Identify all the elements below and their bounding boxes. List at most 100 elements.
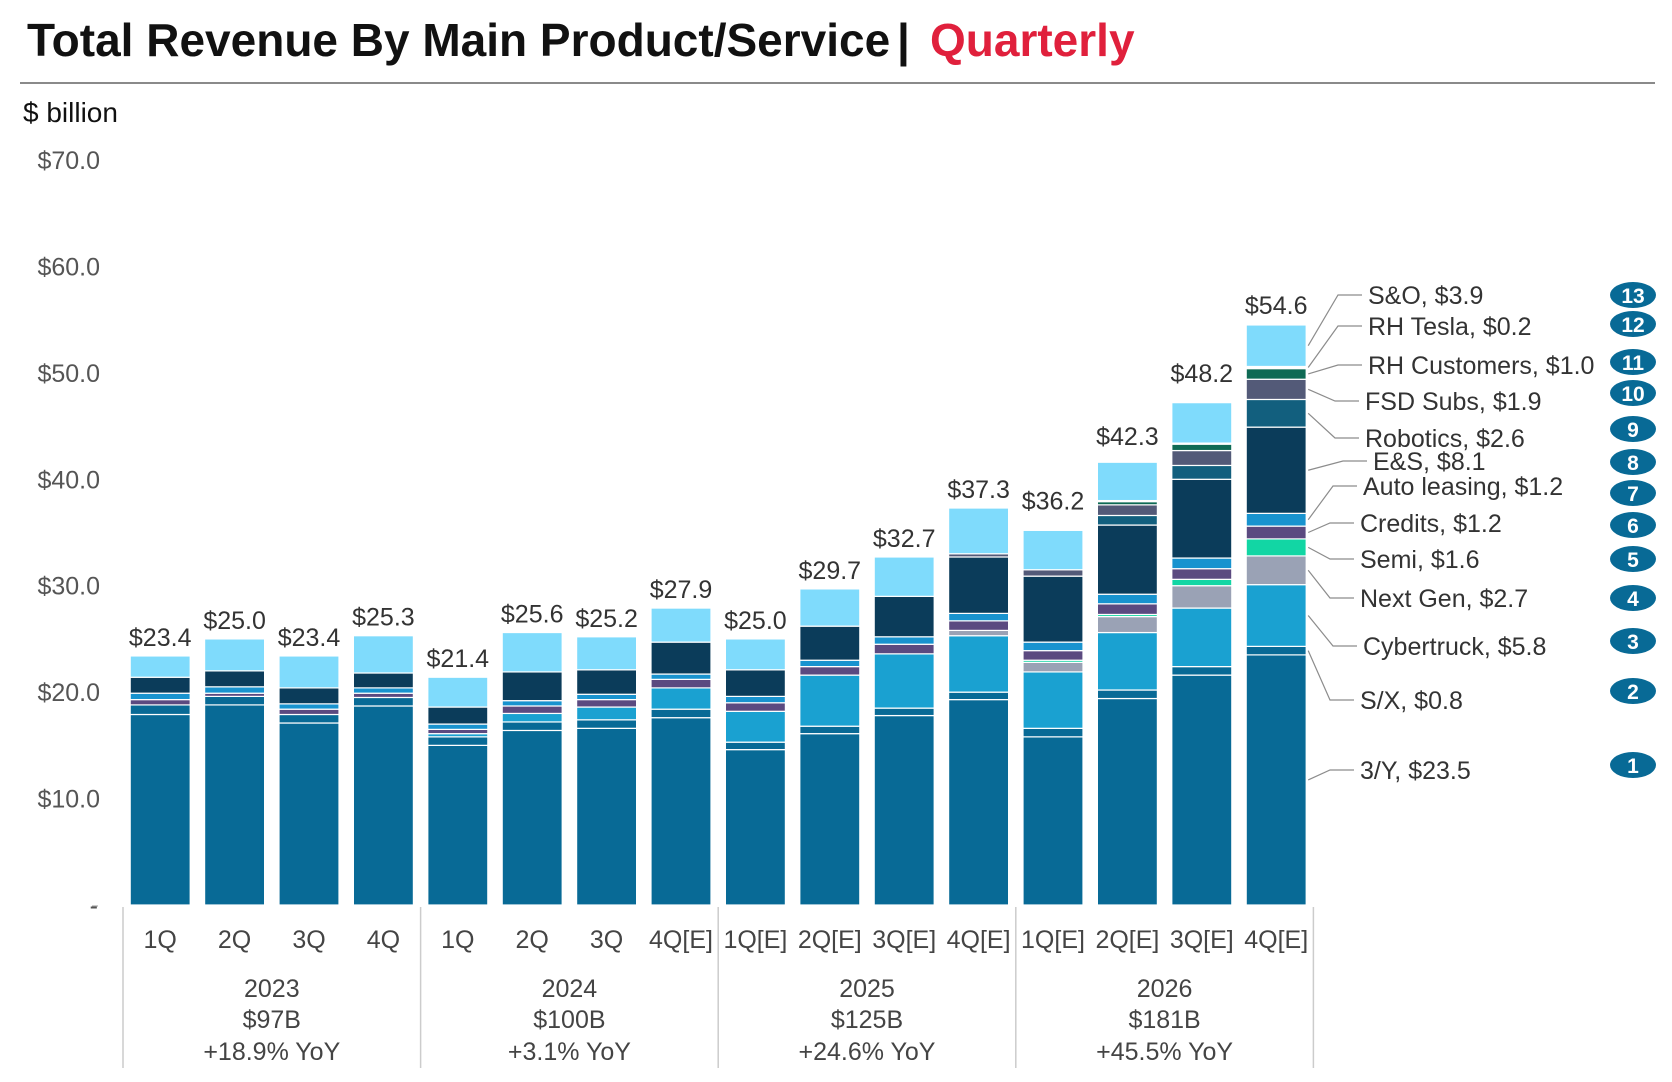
y-tick-label: $30.0 — [37, 573, 100, 601]
bar-segment-8 — [352, 672, 414, 689]
legend-badge — [1610, 416, 1656, 442]
bar-segment-3 — [501, 712, 563, 723]
bar-segment-8 — [799, 625, 861, 661]
legend-badge-number: 7 — [1627, 483, 1639, 506]
bar-segment-13 — [278, 655, 340, 689]
legend-badge — [1610, 282, 1656, 308]
legend-badge — [1610, 752, 1656, 778]
legend-badge — [1610, 311, 1656, 337]
legend-label: E&S, $8.1 — [1373, 448, 1486, 476]
legend: 3/Y, $23.5 1 S/X, $0.8 2 Cybertruck, $5.8 3 Ne… — [1307, 282, 1656, 785]
bar-segment-3 — [799, 674, 861, 727]
chart-title-main: Total Revenue By Main Product/Service — [27, 14, 890, 66]
bar-segment-3 — [873, 653, 935, 709]
group-total-label: $125B — [831, 1006, 903, 1034]
legend-leader-line — [1307, 294, 1362, 347]
legend-label: Robotics, $2.6 — [1365, 425, 1525, 453]
bar-segment-2 — [427, 736, 489, 746]
bar-segment-5 — [1245, 538, 1307, 557]
bar-segment-4 — [1022, 661, 1084, 673]
bar-segment-6 — [1096, 603, 1159, 616]
bar-total-label: $37.3 — [947, 476, 1010, 504]
x-tick-label: 1Q — [441, 926, 474, 954]
legend-leader-line — [1307, 546, 1354, 560]
y-tick-label: $10.0 — [37, 786, 100, 814]
bar-segment-7 — [278, 703, 340, 710]
y-tick-label: $20.0 — [37, 679, 100, 707]
legend-badge — [1610, 628, 1656, 654]
x-tick-label: 3Q — [590, 926, 623, 954]
y-tick-label: $70.0 — [37, 147, 100, 175]
legend-badge-number: 4 — [1627, 588, 1639, 611]
bar-segment-2 — [352, 696, 414, 707]
bar-segment-9 — [1171, 464, 1233, 480]
legend-label: Auto leasing, $1.2 — [1363, 473, 1563, 501]
group-yoy-label: +3.1% YoY — [508, 1038, 631, 1066]
bar-segment-6 — [799, 665, 861, 676]
bar-total-label: $21.4 — [427, 645, 490, 673]
legend-badge-number: 2 — [1627, 681, 1639, 704]
bar-segment-1 — [129, 713, 191, 906]
bar-segment-8 — [427, 706, 489, 725]
legend-label: Next Gen, $2.7 — [1360, 585, 1528, 613]
bar-segment-4 — [1096, 615, 1159, 634]
y-tick-label: $50.0 — [37, 360, 100, 388]
bar-segment-13 — [650, 607, 712, 643]
group-year-label: 2026 — [1137, 975, 1193, 1003]
legend-leader-line — [1307, 615, 1357, 647]
legend-badge-number: 8 — [1627, 452, 1639, 475]
bar-segment-1 — [650, 717, 712, 906]
group-year-label: 2024 — [542, 975, 598, 1003]
bar-segment-5 — [1171, 578, 1233, 587]
bar-segment-9 — [1245, 398, 1307, 428]
x-tick-label: 2Q[E] — [1095, 926, 1159, 954]
y-tick-label: $60.0 — [37, 253, 100, 281]
bar-segment-3 — [947, 635, 1010, 693]
legend-label: RH Customers, $1.0 — [1368, 352, 1594, 380]
legend-label: Cybertruck, $5.8 — [1363, 633, 1546, 661]
x-tick-label: 1Q[E] — [1021, 926, 1085, 954]
bar-segment-6 — [1245, 525, 1307, 540]
bar-segment-7 — [799, 659, 861, 668]
bar-segment-6 — [501, 705, 563, 715]
legend-label: RH Tesla, $0.2 — [1368, 313, 1532, 341]
x-tick-label: 4Q[E] — [947, 926, 1011, 954]
bar-segment-2 — [1171, 665, 1233, 676]
bar-segment-13 — [799, 588, 861, 627]
group-yoy-label: +45.5% YoY — [1096, 1038, 1233, 1066]
bar-segment-9 — [1096, 514, 1159, 526]
legend-badge-number: 10 — [1621, 383, 1644, 406]
bar-segment-8 — [1171, 478, 1233, 559]
legend-badge — [1610, 546, 1656, 572]
bar-segment-7 — [352, 687, 414, 694]
bar-segment-2 — [650, 708, 712, 719]
bar-segment-7 — [575, 693, 638, 701]
bar-segment-3 — [1022, 671, 1084, 729]
legend-badge — [1610, 449, 1656, 475]
legend-leader-line — [1307, 650, 1354, 701]
legend-label: Credits, $1.2 — [1360, 510, 1502, 538]
bar-segment-6 — [1171, 568, 1233, 580]
group-year-label: 2023 — [244, 975, 300, 1003]
bar-segment-2 — [1096, 689, 1159, 700]
bar-segment-7 — [1245, 512, 1307, 527]
legend-badge — [1610, 480, 1656, 506]
legend-badge — [1610, 512, 1656, 538]
bar-segment-8 — [1245, 426, 1307, 514]
bar-segment-7 — [1171, 557, 1233, 570]
bar-segment-6 — [129, 698, 191, 706]
bar-segment-10 — [1022, 569, 1084, 577]
group-total-label: $181B — [1128, 1006, 1200, 1034]
legend-label: FSD Subs, $1.9 — [1365, 388, 1541, 416]
bar-total-label: $25.0 — [724, 607, 787, 635]
bar-segment-8 — [1096, 524, 1159, 595]
bar-segment-2 — [1022, 727, 1084, 738]
bar-segment-4 — [1245, 555, 1307, 586]
bar-segment-8 — [129, 676, 191, 694]
bar-total-label: $36.2 — [1022, 488, 1085, 516]
x-tick-label: 2Q — [218, 926, 251, 954]
x-tick-label: 1Q — [144, 926, 177, 954]
legend-badge-number: 11 — [1622, 352, 1645, 375]
bar-total-label: $25.3 — [352, 604, 415, 632]
bar-segment-13 — [352, 635, 414, 674]
